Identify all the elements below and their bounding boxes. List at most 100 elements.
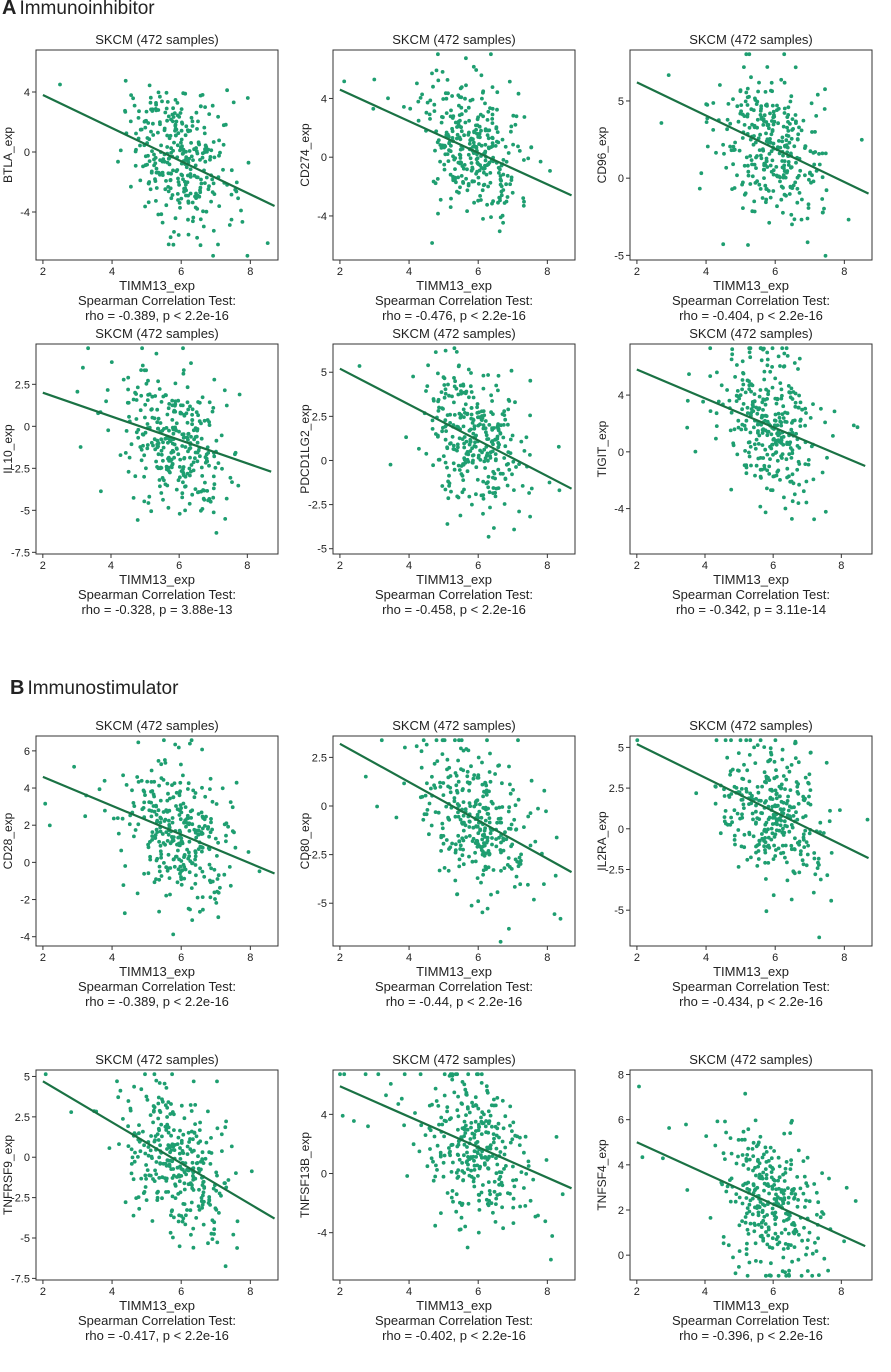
data-point bbox=[154, 1160, 159, 1164]
data-point bbox=[167, 1162, 172, 1167]
y-axis-label: IL2RA_exp bbox=[595, 811, 609, 871]
data-point bbox=[481, 868, 486, 873]
data-point bbox=[743, 449, 747, 453]
data-point bbox=[181, 480, 185, 485]
data-point bbox=[498, 174, 503, 178]
data-point bbox=[769, 80, 774, 85]
data-point bbox=[507, 826, 511, 831]
data-point bbox=[780, 810, 784, 815]
data-point bbox=[497, 1170, 502, 1174]
y-tick-label: -5 bbox=[20, 505, 30, 517]
data-point bbox=[733, 842, 737, 847]
data-point bbox=[161, 440, 165, 445]
y-axis-label: IL10_exp bbox=[1, 424, 15, 474]
data-point bbox=[768, 111, 772, 116]
data-point bbox=[158, 122, 162, 127]
data-point bbox=[456, 1127, 460, 1132]
data-point bbox=[737, 1223, 742, 1228]
scatter-panel-tnfsf4-exp: SKCM (472 samples) 2 4 6 8 0 2 4 6 8 TNFSF4_exp TIM… bbox=[594, 1042, 891, 1372]
data-point bbox=[514, 827, 518, 832]
data-point bbox=[493, 437, 497, 442]
data-point bbox=[228, 475, 233, 480]
data-point bbox=[485, 202, 489, 207]
data-point bbox=[762, 377, 767, 382]
data-point bbox=[159, 855, 164, 860]
data-point bbox=[765, 350, 770, 355]
data-point bbox=[118, 453, 123, 457]
data-point bbox=[166, 1100, 171, 1104]
scatter-panel-cd28-exp: SKCM (472 samples) 2 4 6 8 -4 -2 0 2 4 6 CD28_exp TI… bbox=[0, 708, 297, 1038]
data-point bbox=[777, 1164, 782, 1169]
data-point bbox=[212, 890, 217, 895]
data-point bbox=[724, 1130, 728, 1135]
data-point bbox=[121, 377, 126, 382]
data-point bbox=[758, 187, 763, 191]
data-point bbox=[159, 448, 164, 453]
data-point bbox=[492, 1189, 497, 1194]
data-point bbox=[225, 88, 230, 93]
data-point bbox=[207, 420, 212, 424]
data-point bbox=[448, 790, 453, 795]
data-point bbox=[199, 465, 204, 470]
data-point bbox=[554, 835, 559, 840]
data-point bbox=[438, 159, 442, 164]
data-point bbox=[776, 846, 781, 851]
data-point bbox=[488, 505, 492, 510]
data-point bbox=[193, 456, 197, 461]
data-point bbox=[773, 821, 778, 826]
data-point bbox=[189, 816, 194, 820]
data-point bbox=[705, 103, 710, 107]
data-point bbox=[496, 200, 500, 205]
data-point bbox=[735, 173, 739, 178]
data-point bbox=[750, 1196, 755, 1201]
data-point bbox=[740, 359, 745, 364]
data-point bbox=[499, 189, 504, 194]
data-point bbox=[771, 189, 776, 193]
data-point bbox=[486, 109, 491, 114]
data-point bbox=[865, 817, 870, 822]
data-point bbox=[394, 815, 399, 820]
data-point bbox=[151, 121, 155, 126]
data-point bbox=[756, 1213, 761, 1218]
data-point bbox=[165, 100, 170, 104]
data-point bbox=[176, 1135, 181, 1140]
data-point bbox=[462, 1134, 466, 1138]
data-point bbox=[210, 103, 215, 108]
data-point bbox=[764, 776, 769, 781]
data-point bbox=[228, 883, 233, 888]
data-point bbox=[747, 1202, 752, 1207]
data-point bbox=[735, 452, 740, 457]
data-point bbox=[483, 128, 488, 133]
chart-title: SKCM (472 samples) bbox=[95, 718, 219, 733]
data-point bbox=[787, 140, 792, 145]
data-point bbox=[193, 791, 198, 795]
data-point bbox=[183, 508, 188, 513]
data-point bbox=[131, 397, 136, 402]
data-point bbox=[215, 877, 220, 881]
data-point bbox=[182, 1116, 187, 1121]
data-point bbox=[778, 478, 782, 482]
data-point bbox=[519, 852, 523, 857]
data-point bbox=[430, 774, 434, 779]
data-point bbox=[755, 411, 760, 416]
data-point bbox=[185, 435, 190, 440]
data-point bbox=[457, 857, 462, 862]
data-point bbox=[498, 939, 503, 944]
data-point bbox=[158, 466, 163, 471]
data-point bbox=[790, 117, 795, 121]
data-point bbox=[175, 192, 180, 196]
data-point bbox=[183, 1222, 188, 1227]
data-point bbox=[445, 1191, 450, 1195]
data-point bbox=[171, 431, 176, 436]
data-point bbox=[685, 425, 690, 430]
data-point bbox=[182, 413, 187, 417]
data-point bbox=[202, 125, 207, 130]
data-point bbox=[500, 805, 505, 809]
data-point bbox=[127, 414, 131, 419]
data-point bbox=[169, 1102, 173, 1106]
data-point bbox=[131, 496, 136, 500]
test-statistic: rho = -0.458, p < 2.2e-16 bbox=[382, 602, 526, 617]
data-point bbox=[735, 104, 740, 109]
data-point bbox=[771, 893, 776, 898]
data-point bbox=[484, 430, 488, 435]
